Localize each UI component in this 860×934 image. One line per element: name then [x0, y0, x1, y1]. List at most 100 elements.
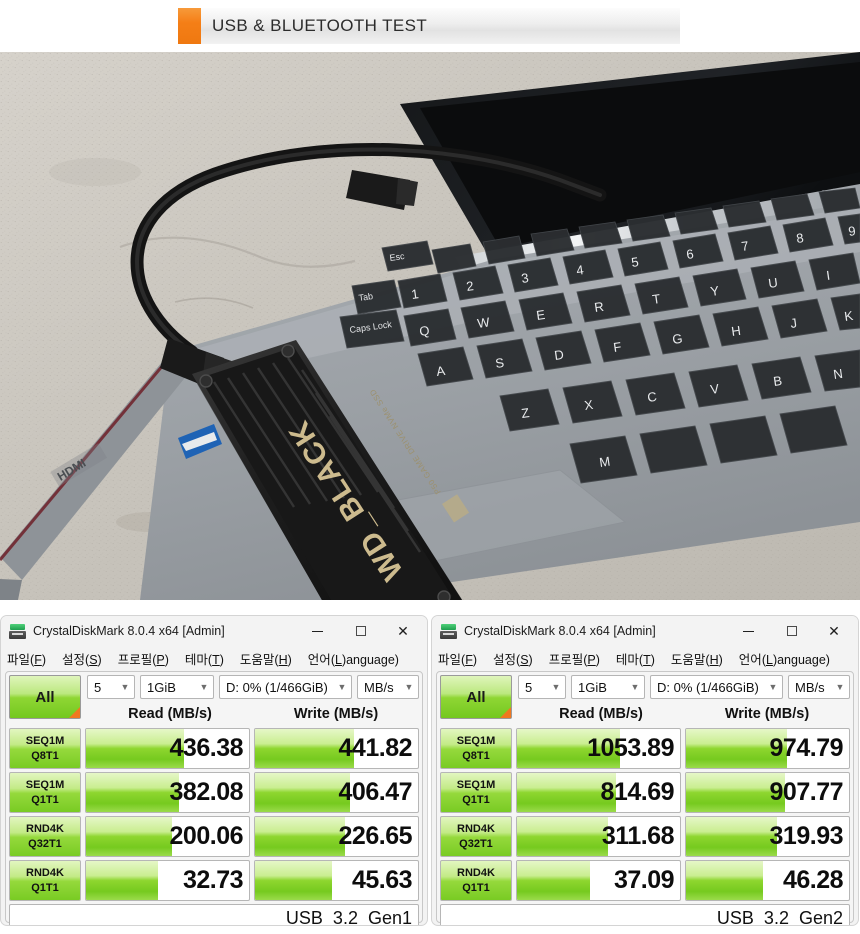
svg-text:Esc: Esc: [389, 251, 406, 263]
row-label-rnd4k-q1t1[interactable]: RND4K Q1T1: [440, 860, 512, 901]
test-count-select[interactable]: 5 ▼: [518, 675, 566, 699]
run-all-button[interactable]: All: [440, 675, 512, 719]
write-result-cell[interactable]: 46.28: [685, 860, 850, 901]
menu-item-language[interactable]: 언어(L)anguage): [307, 652, 399, 667]
minimize-button[interactable]: [726, 616, 770, 646]
benchmark-panel: All 5 ▼ 1GiB ▼ D: 0% (1/466GiB) ▼: [436, 671, 854, 925]
read-result-cell[interactable]: 382.08: [85, 772, 250, 813]
run-all-label: All: [466, 688, 486, 706]
window-title: CrystalDiskMark 8.0.4 x64 [Admin]: [33, 624, 225, 638]
menu-bar: 파일(F) 설정(S) 프로필(P) 테마(T) 도움말(H) 언어(L)ang…: [432, 646, 858, 670]
target-drive-select[interactable]: D: 0% (1/466GiB) ▼: [650, 675, 783, 699]
close-icon: ✕: [828, 623, 840, 639]
write-bar: [255, 861, 332, 900]
comment-field[interactable]: USB_3.2_Gen1: [9, 904, 419, 925]
toolbar: All 5 ▼ 1GiB ▼ D: 0% (1/466GiB) ▼: [440, 675, 850, 728]
menu-item-theme[interactable]: 테마(T): [615, 652, 655, 667]
read-result-cell[interactable]: 814.69: [516, 772, 681, 813]
column-header-write: Write (MB/s): [293, 706, 379, 722]
crystaldiskmark-window-gen2[interactable]: CrystalDiskMark 8.0.4 x64 [Admin] ✕ 파일(F…: [431, 615, 859, 926]
read-result-cell[interactable]: 1053.89: [516, 728, 681, 769]
svg-text:S: S: [494, 355, 505, 371]
menu-item-settings[interactable]: 설정(S): [62, 652, 102, 667]
section-banner: USB & BLUETOOTH TEST: [0, 0, 860, 52]
write-bar: [686, 729, 788, 768]
write-result-cell[interactable]: 406.47: [254, 772, 419, 813]
test-count-select[interactable]: 5 ▼: [87, 675, 135, 699]
close-icon: ✕: [397, 623, 409, 639]
benchmark-panel: All 5 ▼ 1GiB ▼ D: 0% (1/466GiB) ▼: [5, 671, 423, 925]
menu-item-help[interactable]: 도움말(H): [670, 652, 723, 667]
svg-text:Y: Y: [709, 283, 720, 299]
write-result-cell[interactable]: 226.65: [254, 816, 419, 857]
menu-item-help[interactable]: 도움말(H): [239, 652, 292, 667]
menu-item-profile[interactable]: 프로필(P): [117, 652, 169, 667]
menu-bar: 파일(F) 설정(S) 프로필(P) 테마(T) 도움말(H) 언어(L)ang…: [1, 646, 427, 670]
comment-field[interactable]: USB_3.2_Gen2: [440, 904, 850, 925]
chevron-down-icon: ▼: [199, 682, 209, 692]
write-value: 45.63: [351, 866, 413, 894]
close-button[interactable]: ✕: [812, 616, 856, 646]
write-result-cell[interactable]: 45.63: [254, 860, 419, 901]
svg-text:Q: Q: [418, 323, 430, 339]
row-label-seq1m-q1t1[interactable]: SEQ1M Q1T1: [9, 772, 81, 813]
row-label-seq1m-q8t1[interactable]: SEQ1M Q8T1: [440, 728, 512, 769]
read-result-cell[interactable]: 436.38: [85, 728, 250, 769]
minimize-button[interactable]: [295, 616, 339, 646]
svg-text:F: F: [612, 339, 622, 355]
column-header-read: Read (MB/s): [559, 706, 643, 722]
chevron-down-icon: ▼: [835, 682, 845, 692]
row-label-seq1m-q8t1[interactable]: SEQ1M Q8T1: [9, 728, 81, 769]
banner-accent-block: [178, 8, 201, 44]
read-bar: [86, 861, 158, 900]
read-value: 1053.89: [587, 734, 674, 762]
read-result-cell[interactable]: 37.09: [516, 860, 681, 901]
write-result-cell[interactable]: 907.77: [685, 772, 850, 813]
maximize-button[interactable]: [770, 616, 814, 646]
menu-item-file[interactable]: 파일(F): [438, 652, 477, 667]
run-all-button[interactable]: All: [9, 675, 81, 719]
write-result-cell[interactable]: 441.82: [254, 728, 419, 769]
svg-text:5: 5: [630, 254, 639, 270]
read-bar: [517, 729, 620, 768]
crystaldiskmark-icon: [9, 623, 26, 640]
menu-item-language[interactable]: 언어(L)anguage): [738, 652, 830, 667]
read-result-cell[interactable]: 311.68: [516, 816, 681, 857]
read-value: 382.08: [169, 778, 244, 806]
write-bar: [255, 729, 355, 768]
row-label-rnd4k-q32t1[interactable]: RND4K Q32T1: [440, 816, 512, 857]
read-result-cell[interactable]: 200.06: [85, 816, 250, 857]
toolbar: All 5 ▼ 1GiB ▼ D: 0% (1/466GiB) ▼: [9, 675, 419, 728]
read-value: 436.38: [169, 734, 244, 762]
svg-text:4: 4: [575, 262, 584, 278]
maximize-icon: [356, 626, 366, 636]
write-result-cell[interactable]: 319.93: [685, 816, 850, 857]
run-all-corner-marker: [69, 707, 80, 718]
result-rows: SEQ1M Q8T1 436.38 441.82 SEQ1M Q1T1: [9, 728, 419, 901]
svg-text:V: V: [709, 381, 720, 397]
target-drive-select[interactable]: D: 0% (1/466GiB) ▼: [219, 675, 352, 699]
unit-select[interactable]: MB/s ▼: [357, 675, 419, 699]
title-bar: CrystalDiskMark 8.0.4 x64 [Admin] ✕: [432, 616, 858, 646]
close-button[interactable]: ✕: [381, 616, 425, 646]
menu-item-theme[interactable]: 테마(T): [184, 652, 224, 667]
unit-select[interactable]: MB/s ▼: [788, 675, 850, 699]
banner-strip: [178, 8, 680, 44]
maximize-button[interactable]: [339, 616, 383, 646]
write-result-cell[interactable]: 974.79: [685, 728, 850, 769]
menu-item-settings[interactable]: 설정(S): [493, 652, 533, 667]
row-label-rnd4k-q1t1[interactable]: RND4K Q1T1: [9, 860, 81, 901]
write-bar: [686, 861, 763, 900]
test-size-select[interactable]: 1GiB ▼: [140, 675, 214, 699]
read-result-cell[interactable]: 32.73: [85, 860, 250, 901]
menu-item-profile[interactable]: 프로필(P): [548, 652, 600, 667]
write-value: 226.65: [338, 822, 413, 850]
row-label-rnd4k-q32t1[interactable]: RND4K Q32T1: [9, 816, 81, 857]
table-row: RND4K Q32T1 311.68 319.93: [440, 816, 850, 857]
menu-item-file[interactable]: 파일(F): [7, 652, 46, 667]
table-row: SEQ1M Q8T1 436.38 441.82: [9, 728, 419, 769]
crystaldiskmark-window-gen1[interactable]: CrystalDiskMark 8.0.4 x64 [Admin] ✕ 파일(F…: [0, 615, 428, 926]
row-label-seq1m-q1t1[interactable]: SEQ1M Q1T1: [440, 772, 512, 813]
svg-text:3: 3: [520, 270, 529, 286]
test-size-select[interactable]: 1GiB ▼: [571, 675, 645, 699]
